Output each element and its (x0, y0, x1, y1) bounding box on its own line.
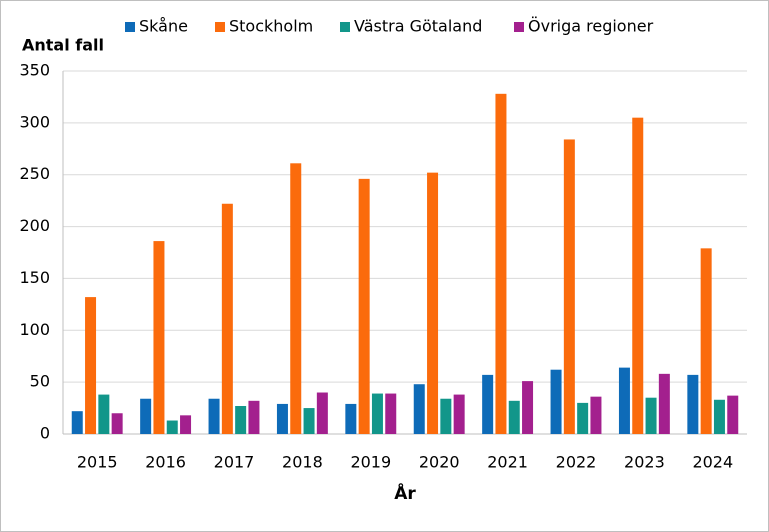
bar (208, 398, 220, 434)
x-tick-label: 2023 (624, 453, 665, 472)
x-tick-label: 2017 (214, 453, 255, 472)
x-tick-label: 2020 (419, 453, 460, 472)
bar (577, 402, 589, 434)
bar (508, 400, 520, 434)
bar (345, 403, 357, 434)
bar (550, 369, 562, 434)
y-tick-label: 200 (19, 216, 50, 235)
bar (413, 384, 425, 434)
bar (358, 178, 370, 434)
legend-label: Stockholm (229, 17, 313, 36)
bar (180, 415, 192, 434)
bar (276, 403, 288, 434)
bar (440, 398, 452, 434)
bar (166, 420, 178, 434)
bar (385, 393, 397, 434)
bar (522, 381, 534, 434)
legend-swatch (514, 22, 524, 32)
legend-label: Västra Götaland (354, 17, 482, 36)
bar (645, 397, 657, 434)
bar (290, 163, 302, 434)
bar (700, 248, 712, 434)
x-tick-label: 2021 (487, 453, 528, 472)
y-tick-label: 50 (30, 372, 50, 391)
x-tick-label: 2018 (282, 453, 323, 472)
x-tick-label: 2022 (556, 453, 597, 472)
bar (658, 373, 670, 434)
legend-label: Övriga regioner (528, 17, 654, 36)
y-tick-label: 0 (40, 424, 50, 443)
y-tick-label: 350 (19, 61, 50, 80)
bar (727, 395, 739, 434)
bar (687, 374, 699, 434)
y-tick-label: 100 (19, 320, 50, 339)
x-tick-label: 2019 (350, 453, 391, 472)
x-tick-label: 2015 (77, 453, 118, 472)
x-axis-label: År (394, 481, 416, 504)
bar (453, 394, 465, 434)
legend-label: Skåne (139, 17, 188, 36)
bar (71, 411, 83, 434)
bar (563, 139, 575, 435)
bar (495, 93, 507, 435)
bar (235, 405, 247, 434)
bar (221, 203, 233, 434)
bar (111, 413, 123, 434)
legend-swatch (340, 22, 350, 32)
bar (303, 408, 315, 434)
legend-swatch (215, 22, 225, 32)
bar (482, 374, 494, 434)
bar (153, 241, 165, 434)
bar (713, 399, 725, 434)
bar (316, 392, 328, 434)
y-tick-label: 250 (19, 164, 50, 183)
bar (371, 393, 383, 434)
legend-swatch (125, 22, 135, 32)
bar (427, 172, 439, 434)
y-axis-label: Antal fall (22, 36, 104, 55)
bar (632, 117, 644, 435)
x-tick-label: 2016 (145, 453, 186, 472)
bar (618, 367, 630, 434)
bar (85, 297, 97, 434)
bar (140, 398, 152, 434)
bar (248, 400, 260, 434)
y-tick-label: 150 (19, 268, 50, 287)
bar (590, 396, 602, 434)
y-tick-label: 300 (19, 112, 50, 131)
bar (98, 394, 110, 434)
x-tick-label: 2024 (692, 453, 733, 472)
